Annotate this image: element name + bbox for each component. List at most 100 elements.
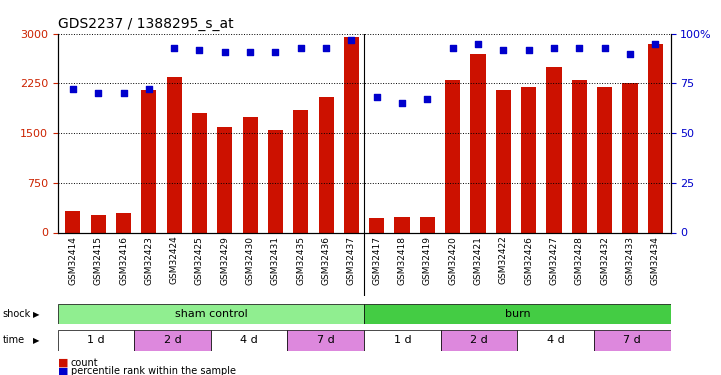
- Bar: [192, 113, 207, 232]
- Text: GSM32434: GSM32434: [651, 236, 660, 285]
- Text: ▶: ▶: [33, 310, 40, 319]
- Text: GSM32421: GSM32421: [474, 236, 482, 285]
- Point: [194, 46, 205, 53]
- Point: [650, 41, 661, 47]
- Point: [118, 90, 129, 96]
- Text: GSM32437: GSM32437: [347, 236, 356, 285]
- Point: [548, 45, 559, 51]
- Text: GDS2237 / 1388295_s_at: GDS2237 / 1388295_s_at: [58, 17, 234, 32]
- Text: 1 d: 1 d: [394, 335, 411, 345]
- Text: GSM32430: GSM32430: [246, 236, 255, 285]
- Text: 7 d: 7 d: [624, 335, 641, 345]
- Point: [599, 45, 611, 51]
- Text: burn: burn: [505, 309, 530, 319]
- Bar: [217, 126, 232, 232]
- Bar: [597, 87, 612, 232]
- Text: GSM32427: GSM32427: [549, 236, 559, 285]
- Text: GSM32418: GSM32418: [397, 236, 407, 285]
- Bar: [364, 330, 441, 351]
- Text: shock: shock: [3, 309, 31, 319]
- Point: [624, 51, 636, 57]
- Text: 4 d: 4 d: [547, 335, 565, 345]
- Bar: [622, 84, 637, 232]
- Text: ■: ■: [58, 358, 68, 368]
- Text: 2 d: 2 d: [470, 335, 488, 345]
- Bar: [420, 217, 435, 232]
- Point: [270, 49, 281, 55]
- Bar: [647, 44, 663, 232]
- Bar: [268, 130, 283, 232]
- Bar: [364, 304, 671, 324]
- Bar: [547, 67, 562, 232]
- Point: [574, 45, 585, 51]
- Text: time: time: [3, 335, 25, 345]
- Text: GSM32425: GSM32425: [195, 236, 204, 285]
- Text: GSM32428: GSM32428: [575, 236, 584, 285]
- Point: [244, 49, 256, 55]
- Bar: [319, 97, 334, 232]
- Text: GSM32419: GSM32419: [423, 236, 432, 285]
- Bar: [594, 330, 671, 351]
- Text: ■: ■: [58, 366, 68, 375]
- Bar: [521, 87, 536, 232]
- Text: count: count: [71, 358, 98, 368]
- Text: sham control: sham control: [174, 309, 247, 319]
- Point: [472, 41, 484, 47]
- Bar: [518, 330, 594, 351]
- Point: [371, 94, 383, 100]
- Point: [169, 45, 180, 51]
- Bar: [572, 80, 587, 232]
- Bar: [167, 77, 182, 232]
- Point: [497, 46, 509, 53]
- Point: [345, 37, 357, 43]
- Point: [447, 45, 459, 51]
- Text: GSM32423: GSM32423: [144, 236, 154, 285]
- Bar: [445, 80, 460, 232]
- Text: GSM32432: GSM32432: [600, 236, 609, 285]
- Point: [219, 49, 231, 55]
- Text: 1 d: 1 d: [87, 335, 105, 345]
- Bar: [242, 117, 257, 232]
- Text: GSM32435: GSM32435: [296, 236, 305, 285]
- Text: GSM32426: GSM32426: [524, 236, 534, 285]
- Text: GSM32415: GSM32415: [94, 236, 102, 285]
- Text: 4 d: 4 d: [240, 335, 258, 345]
- Text: GSM32424: GSM32424: [169, 236, 179, 284]
- Bar: [369, 218, 384, 232]
- Text: GSM32436: GSM32436: [322, 236, 331, 285]
- Point: [397, 100, 408, 106]
- Bar: [344, 37, 359, 232]
- Point: [295, 45, 306, 51]
- Bar: [66, 211, 81, 232]
- Bar: [441, 330, 518, 351]
- Text: GSM32433: GSM32433: [626, 236, 634, 285]
- Text: GSM32420: GSM32420: [448, 236, 457, 285]
- Text: percentile rank within the sample: percentile rank within the sample: [71, 366, 236, 375]
- Bar: [394, 217, 410, 232]
- Text: ▶: ▶: [33, 336, 40, 345]
- Bar: [116, 213, 131, 232]
- Bar: [134, 330, 211, 351]
- Bar: [293, 110, 309, 232]
- Text: GSM32414: GSM32414: [68, 236, 77, 285]
- Point: [422, 96, 433, 102]
- Bar: [141, 90, 156, 232]
- Text: GSM32429: GSM32429: [221, 236, 229, 285]
- Bar: [471, 54, 486, 232]
- Bar: [288, 330, 364, 351]
- Text: GSM32417: GSM32417: [372, 236, 381, 285]
- Text: 7 d: 7 d: [317, 335, 335, 345]
- Bar: [58, 304, 364, 324]
- Bar: [58, 330, 134, 351]
- Text: GSM32431: GSM32431: [271, 236, 280, 285]
- Bar: [211, 330, 288, 351]
- Text: GSM32422: GSM32422: [499, 236, 508, 284]
- Point: [67, 86, 79, 92]
- Bar: [91, 214, 106, 232]
- Point: [143, 86, 154, 92]
- Point: [523, 46, 534, 53]
- Bar: [496, 90, 511, 232]
- Point: [320, 45, 332, 51]
- Point: [92, 90, 104, 96]
- Text: GSM32416: GSM32416: [119, 236, 128, 285]
